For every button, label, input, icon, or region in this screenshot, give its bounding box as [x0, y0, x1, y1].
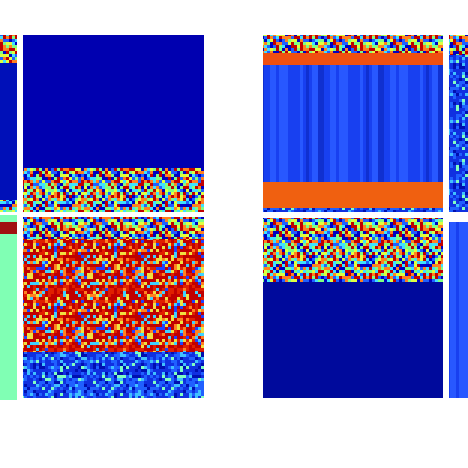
tile — [0, 35, 17, 212]
left-strip — [0, 35, 17, 400]
noise-band — [23, 168, 204, 212]
band — [263, 182, 443, 208]
noise-band — [263, 35, 443, 53]
tile — [449, 222, 468, 398]
noise-band — [263, 208, 443, 212]
band — [0, 222, 17, 234]
noise-band — [23, 352, 204, 398]
noise-band — [23, 217, 204, 239]
right-strip — [449, 35, 468, 398]
panel — [23, 217, 204, 398]
noise-band — [263, 218, 443, 282]
noise-band — [449, 35, 468, 55]
band — [263, 53, 443, 65]
tile — [0, 215, 17, 400]
noise-band — [0, 200, 17, 212]
panel — [263, 218, 443, 398]
tile — [449, 35, 468, 212]
panel — [23, 35, 204, 212]
noise-band — [0, 35, 17, 63]
panel — [263, 35, 443, 212]
